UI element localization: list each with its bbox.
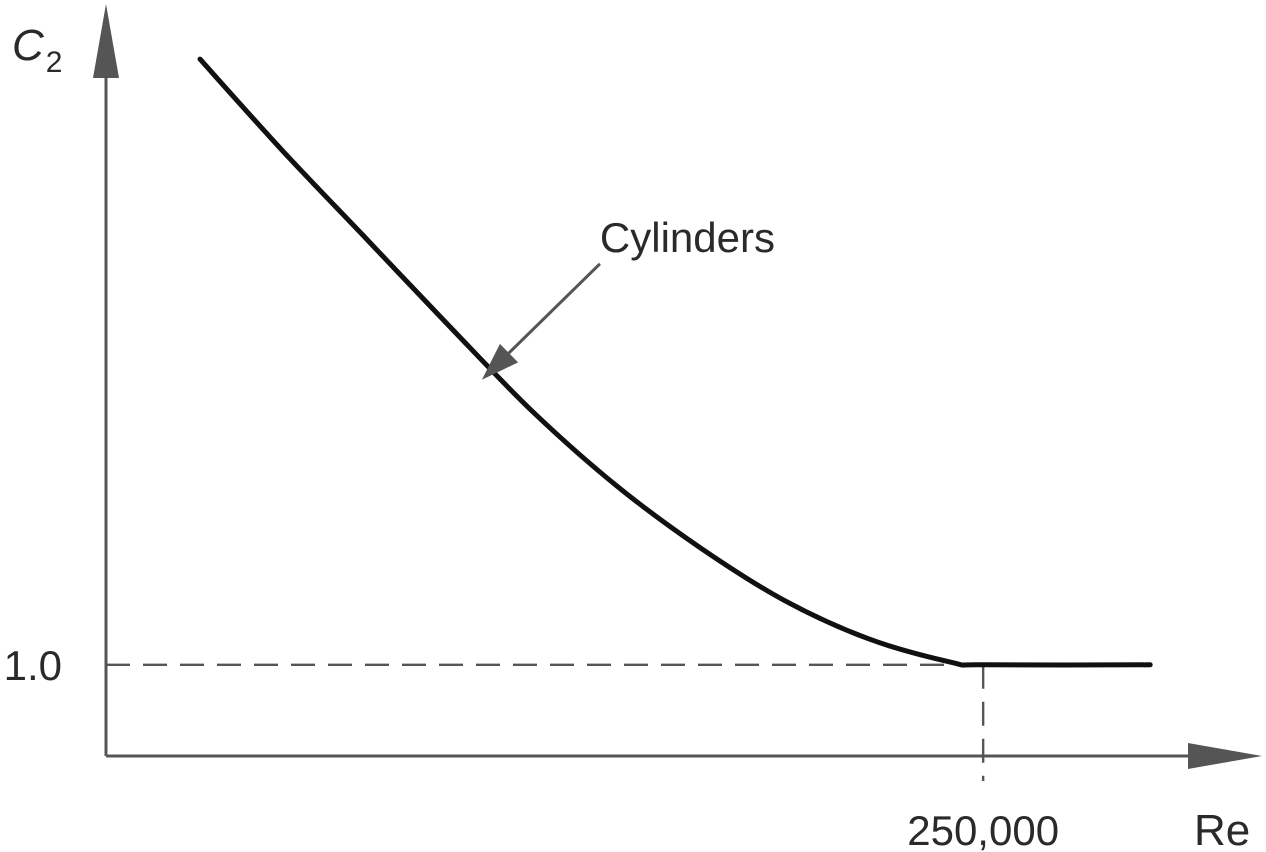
tick-labels: 1.0 250,000 <box>4 642 1059 852</box>
annotation-arrowhead-0 <box>481 343 519 380</box>
x-axis-arrowhead <box>1188 743 1262 769</box>
x-axis-label: Re <box>1194 806 1250 852</box>
y-axis-label: C2 <box>12 21 62 79</box>
y-axis-label-subscript: 2 <box>46 46 63 79</box>
y-axis-label-main: C <box>12 21 45 70</box>
y-axis-arrowhead <box>93 4 119 78</box>
series-line-0 <box>197 56 1153 668</box>
annotation-group: Cylinders <box>481 214 775 380</box>
series-group <box>197 56 1153 668</box>
annotation-label-0: Cylinders <box>600 214 775 261</box>
annotation-leader-line-0 <box>498 262 601 363</box>
y-tick-label-0: 1.0 <box>4 642 62 689</box>
x-tick-label-0: 250,000 <box>907 807 1059 852</box>
reference-lines <box>106 663 1151 781</box>
